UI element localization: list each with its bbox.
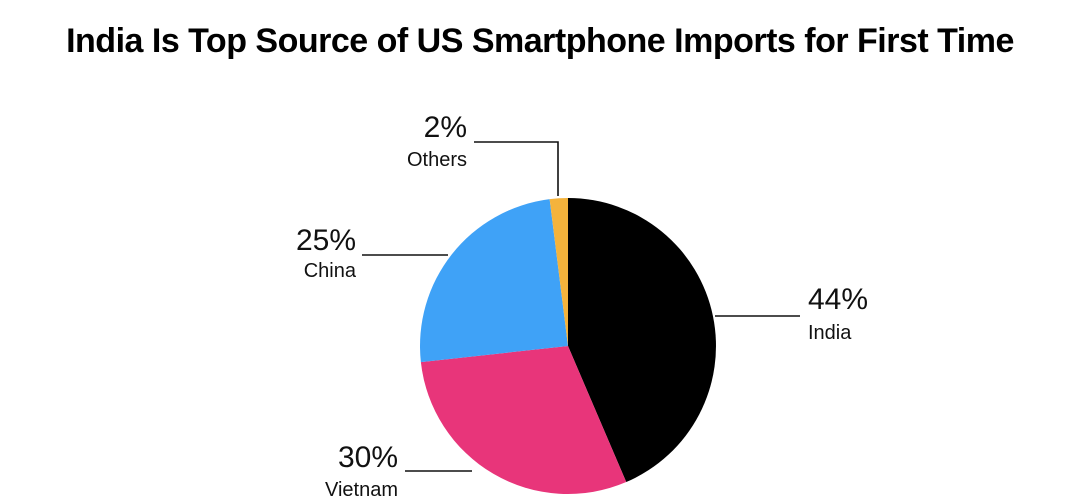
slice-name-vietnam: Vietnam [325, 479, 398, 500]
slice-percent-others: 2% [424, 111, 467, 144]
pie-slices [420, 198, 716, 494]
pie-slice-others [549, 198, 568, 346]
slice-percent-china: 25% [296, 224, 356, 257]
pie-labels: 44% India 30% Vietnam 25% China 2% Others [296, 111, 868, 500]
pie-slice-vietnam [420, 346, 627, 494]
pie-slice-india [568, 198, 716, 483]
leader-line-others [474, 141, 559, 196]
slice-percent-india: 44% [808, 283, 868, 316]
slice-name-others: Others [407, 149, 467, 171]
slice-percent-vietnam: 30% [338, 441, 398, 474]
chart-title: India Is Top Source of US Smartphone Imp… [66, 22, 1014, 60]
slice-name-india: India [808, 322, 852, 344]
pie-slice-china [420, 199, 568, 363]
slice-name-china: China [304, 260, 357, 282]
